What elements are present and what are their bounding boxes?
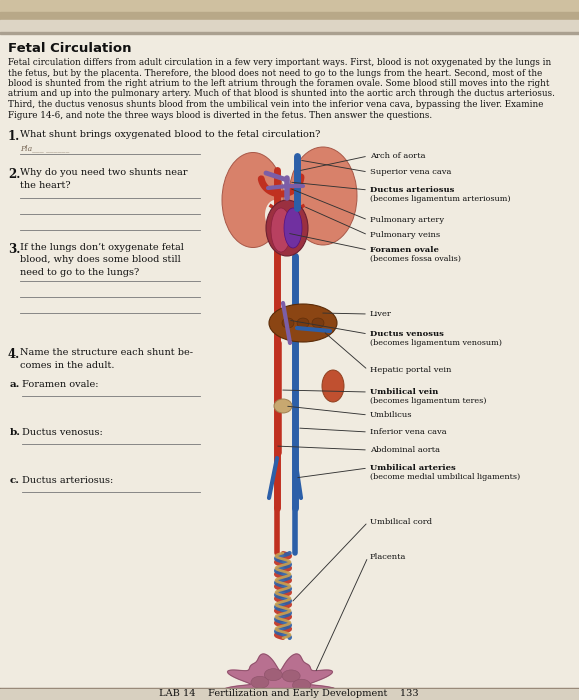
Text: b.: b. xyxy=(10,428,21,437)
Text: Ductus venosus: Ductus venosus xyxy=(370,330,444,338)
Ellipse shape xyxy=(292,685,310,696)
Ellipse shape xyxy=(322,370,344,402)
Text: blood is shunted from the right atrium to the left atrium through the foramen ov: blood is shunted from the right atrium t… xyxy=(8,79,549,88)
Ellipse shape xyxy=(282,670,300,682)
Text: Arch of aorta: Arch of aorta xyxy=(370,152,426,160)
Ellipse shape xyxy=(251,676,269,688)
Polygon shape xyxy=(222,654,338,700)
Ellipse shape xyxy=(297,318,309,328)
Ellipse shape xyxy=(266,200,308,256)
Text: 4.: 4. xyxy=(8,348,20,361)
Text: (becomes fossa ovalis): (becomes fossa ovalis) xyxy=(370,255,461,263)
Text: Fetal circulation differs from adult circulation in a few very important ways. F: Fetal circulation differs from adult cir… xyxy=(8,58,551,67)
Text: Ductus arteriosus: Ductus arteriosus xyxy=(370,186,455,194)
Text: Umbilical vein: Umbilical vein xyxy=(370,388,438,396)
Bar xyxy=(0,0,579,12)
Text: Placenta: Placenta xyxy=(370,553,406,561)
Text: Pulmonary veins: Pulmonary veins xyxy=(370,231,440,239)
Text: (becomes ligamentum arteriosum): (becomes ligamentum arteriosum) xyxy=(370,195,511,203)
Ellipse shape xyxy=(251,687,269,700)
Text: Hepatic portal vein: Hepatic portal vein xyxy=(370,366,452,374)
Text: Inferior vena cava: Inferior vena cava xyxy=(370,428,446,436)
Bar xyxy=(0,689,579,700)
Text: Foramen ovale:: Foramen ovale: xyxy=(22,380,98,389)
Text: If the lungs don’t oxygenate fetal
blood, why does some blood still
need to go t: If the lungs don’t oxygenate fetal blood… xyxy=(20,243,184,277)
Text: (becomes ligamentum teres): (becomes ligamentum teres) xyxy=(370,397,486,405)
Text: What shunt brings oxygenated blood to the fetal circulation?: What shunt brings oxygenated blood to th… xyxy=(20,130,320,139)
Text: Pla___ ______: Pla___ ______ xyxy=(20,144,69,152)
Ellipse shape xyxy=(265,200,285,230)
Ellipse shape xyxy=(284,208,302,248)
Text: Ductus arteriosus:: Ductus arteriosus: xyxy=(22,476,113,485)
Text: 3.: 3. xyxy=(8,243,20,256)
Text: Superior vena cava: Superior vena cava xyxy=(370,168,452,176)
Ellipse shape xyxy=(312,318,324,328)
Text: Ductus venosus:: Ductus venosus: xyxy=(22,428,102,437)
Text: (become medial umbilical ligaments): (become medial umbilical ligaments) xyxy=(370,473,521,481)
Ellipse shape xyxy=(264,668,283,680)
Ellipse shape xyxy=(292,679,310,691)
Text: Figure 14-6, and note the three ways blood is diverted in the fetus. Then answer: Figure 14-6, and note the three ways blo… xyxy=(8,111,432,120)
Text: Umbilical arteries: Umbilical arteries xyxy=(370,464,456,472)
Bar xyxy=(0,32,579,34)
Ellipse shape xyxy=(282,694,300,700)
Text: Liver: Liver xyxy=(370,310,392,318)
Text: (becomes ligamentum venosum): (becomes ligamentum venosum) xyxy=(370,339,502,347)
Text: Pulmonary artery: Pulmonary artery xyxy=(370,216,444,224)
Ellipse shape xyxy=(264,695,283,700)
Text: Abdominal aorta: Abdominal aorta xyxy=(370,446,440,454)
Text: Umbilical cord: Umbilical cord xyxy=(370,518,432,526)
Text: LAB 14    Fertilization and Early Development    133: LAB 14 Fertilization and Early Developme… xyxy=(159,690,419,699)
Ellipse shape xyxy=(289,147,357,245)
Ellipse shape xyxy=(274,399,292,413)
Ellipse shape xyxy=(222,153,284,248)
Ellipse shape xyxy=(282,318,294,328)
Text: Name the structure each shunt be-
comes in the adult.: Name the structure each shunt be- comes … xyxy=(20,348,193,370)
Ellipse shape xyxy=(271,208,291,252)
Text: 1.: 1. xyxy=(8,130,20,143)
Bar xyxy=(0,20,579,32)
Bar xyxy=(0,12,579,20)
Text: Third, the ductus venosus shunts blood from the umbilical vein into the inferior: Third, the ductus venosus shunts blood f… xyxy=(8,100,543,109)
Text: Fetal Circulation: Fetal Circulation xyxy=(8,42,131,55)
Text: Foramen ovale: Foramen ovale xyxy=(370,246,439,254)
Text: the fetus, but by the placenta. Therefore, the blood does not need to go to the : the fetus, but by the placenta. Therefor… xyxy=(8,69,543,78)
Text: atrium and up into the pulmonary artery. Much of that blood is shunted into the : atrium and up into the pulmonary artery.… xyxy=(8,90,555,99)
Text: c.: c. xyxy=(10,476,20,485)
Ellipse shape xyxy=(269,304,337,342)
Text: Why do you need two shunts near
the heart?: Why do you need two shunts near the hear… xyxy=(20,168,188,190)
Text: 2.: 2. xyxy=(8,168,20,181)
Text: a.: a. xyxy=(10,380,20,389)
Text: Umbilicus: Umbilicus xyxy=(370,411,412,419)
